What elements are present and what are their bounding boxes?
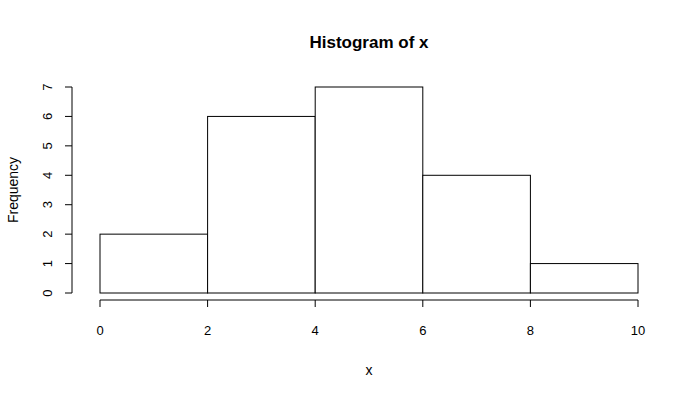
x-tick-label: 8 (527, 323, 534, 338)
x-tick-label: 2 (204, 323, 211, 338)
bars (100, 87, 638, 293)
y-tick (65, 293, 72, 294)
histogram-bar (315, 87, 423, 293)
chart-svg: Histogram of x x Frequency 0 1 2 3 4 5 6 7 0 2 4 6 8 10 (0, 0, 700, 400)
y-axis: 0 1 2 3 4 5 6 7 (40, 83, 72, 296)
x-axis: 0 2 4 6 8 10 (96, 300, 645, 338)
x-axis-label: x (366, 362, 373, 378)
x-tick-label: 4 (312, 323, 319, 338)
y-tick-label: 0 (40, 289, 55, 296)
y-tick (65, 175, 72, 176)
y-tick-label: 3 (40, 201, 55, 208)
y-tick-label: 1 (40, 260, 55, 267)
chart-container: Histogram of x x Frequency 0 1 2 3 4 5 6 7 0 2 4 6 8 10 (0, 0, 700, 400)
y-tick-label: 5 (40, 142, 55, 149)
y-tick (65, 145, 72, 146)
x-axis-line (100, 300, 638, 301)
y-tick (65, 263, 72, 264)
x-tick-label: 6 (419, 323, 426, 338)
y-tick (65, 204, 72, 205)
y-tick-label: 2 (40, 231, 55, 238)
x-tick (100, 300, 101, 307)
y-tick-label: 7 (40, 83, 55, 90)
y-tick (65, 234, 72, 235)
y-tick-label: 6 (40, 113, 55, 120)
background (0, 0, 700, 400)
histogram-bar (530, 264, 638, 293)
y-axis-label: Frequency (5, 157, 21, 223)
x-tick (530, 300, 531, 307)
x-tick (638, 300, 639, 307)
x-tick (315, 300, 316, 307)
y-axis-line (72, 87, 73, 293)
y-tick (65, 116, 72, 117)
histogram-bar (100, 234, 208, 293)
x-tick (207, 300, 208, 307)
histogram-bar (423, 175, 531, 293)
x-tick-label: 10 (631, 323, 645, 338)
histogram-bar (208, 116, 316, 293)
x-tick-label: 0 (96, 323, 103, 338)
y-tick (65, 87, 72, 88)
page: {"chart_data": {"type": "histogram", "ti… (0, 0, 700, 400)
y-tick-label: 4 (40, 172, 55, 179)
x-tick (422, 300, 423, 307)
title: Histogram of x (309, 33, 429, 52)
